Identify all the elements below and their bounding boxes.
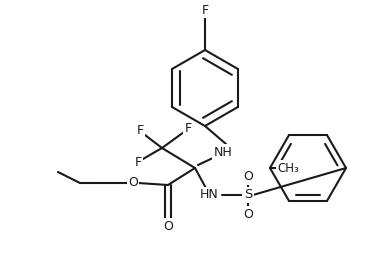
Text: F: F	[202, 4, 209, 17]
Text: O: O	[128, 176, 138, 189]
Text: F: F	[134, 155, 142, 168]
Text: F: F	[137, 124, 144, 137]
Text: S: S	[244, 189, 252, 201]
Text: F: F	[184, 122, 191, 135]
Text: O: O	[243, 171, 253, 183]
Text: HN: HN	[200, 189, 218, 201]
Text: O: O	[243, 207, 253, 220]
Text: NH: NH	[214, 145, 232, 158]
Text: CH₃: CH₃	[277, 161, 299, 175]
Text: O: O	[163, 219, 173, 232]
